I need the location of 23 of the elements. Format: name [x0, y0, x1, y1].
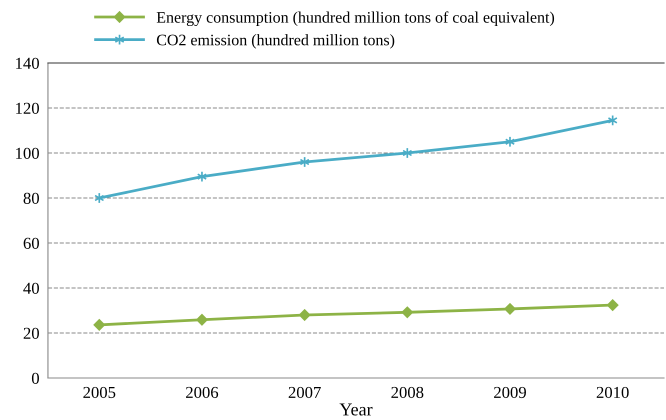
point: [606, 299, 618, 311]
point: [504, 303, 516, 315]
y-tick-label: 140: [16, 58, 39, 69]
y-tick-label: 20: [24, 328, 39, 339]
y-tick-label: 40: [23, 282, 39, 294]
x-tick-label: 2008: [391, 386, 424, 398]
x-axis-title: Year: [340, 404, 372, 416]
x-tick-label: 2006: [186, 386, 218, 398]
legend-label: Energy consumption (hundred million tons of coal equivalent): [156, 11, 554, 26]
y-tick-label: 100: [16, 148, 39, 159]
x-tick-label: 2007: [288, 386, 321, 398]
y-tick-label: 120: [16, 102, 39, 114]
point: [298, 309, 310, 321]
x-tick-label: 2010: [596, 386, 629, 398]
point: [196, 314, 208, 326]
y-tick-label: 60: [24, 238, 39, 249]
point: [402, 306, 414, 318]
legend-label: CO2 emission (hundred million tons): [156, 34, 394, 49]
x-tick-label: 2009: [494, 386, 526, 398]
y-tick-label: 0: [32, 372, 39, 384]
x-tick-label: 2005: [83, 386, 116, 398]
point: [94, 319, 106, 331]
y-tick-label: 80: [24, 192, 39, 204]
